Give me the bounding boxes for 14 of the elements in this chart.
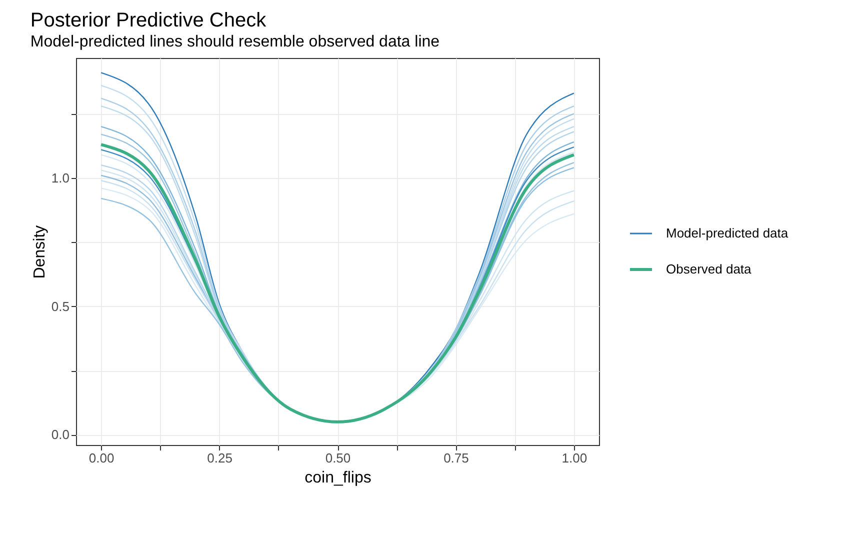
x-axis-title: coin_flips	[304, 470, 372, 486]
text: 0.00	[88, 450, 114, 466]
y-axis-title: Density	[31, 225, 48, 279]
y-tick-label: 0.5	[51, 298, 70, 314]
y-tick-label: 0.0	[51, 427, 70, 442]
legend-label: Model-predicted data	[666, 226, 789, 240]
legend-label: Observed data	[666, 262, 752, 276]
x-tick-label: 0.25	[207, 450, 232, 466]
x-tick-label: 0.50	[325, 450, 351, 466]
x-tick-label: 0.75	[444, 450, 469, 466]
chart-title: Posterior Predictive Check	[30, 10, 268, 32]
chart-subtitle: Model-predicted lines should resemble observed data line	[30, 34, 440, 50]
x-tick-label: 1.00	[562, 450, 588, 466]
y-tick-label: 1.0	[51, 170, 70, 186]
